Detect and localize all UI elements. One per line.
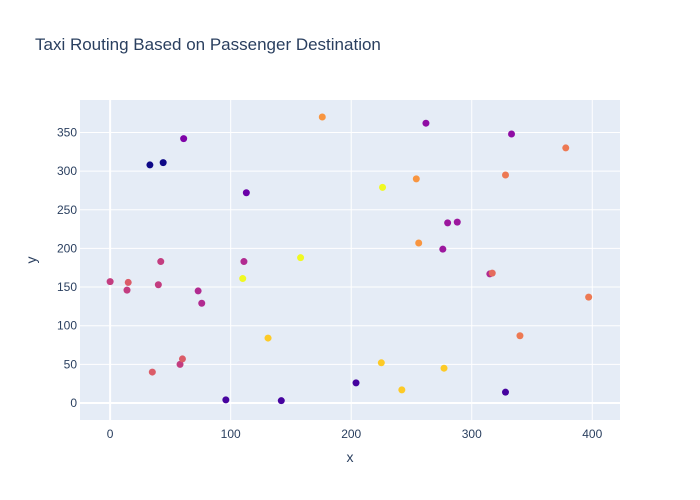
data-point[interactable]	[106, 278, 114, 286]
data-point[interactable]	[240, 258, 248, 266]
chart-title: Taxi Routing Based on Passenger Destinat…	[35, 35, 381, 54]
data-point[interactable]	[176, 360, 184, 368]
data-point[interactable]	[412, 175, 420, 183]
data-point[interactable]	[242, 189, 250, 197]
data-point[interactable]	[415, 239, 423, 247]
data-point[interactable]	[444, 219, 452, 227]
y-tick-label: 250	[57, 203, 77, 217]
y-tick-label: 350	[57, 125, 77, 139]
y-tick-label: 300	[57, 164, 77, 178]
data-point[interactable]	[585, 293, 593, 301]
data-point[interactable]	[488, 269, 496, 277]
data-point[interactable]	[159, 159, 167, 167]
data-point[interactable]	[123, 286, 131, 294]
data-point[interactable]	[154, 281, 162, 289]
plot-background	[80, 100, 620, 420]
data-point[interactable]	[379, 183, 387, 191]
data-point[interactable]	[352, 379, 360, 387]
data-point[interactable]	[222, 396, 230, 404]
x-tick-label: 200	[341, 427, 361, 441]
data-point[interactable]	[501, 171, 509, 179]
data-point[interactable]	[180, 135, 188, 143]
x-tick-label: 400	[582, 427, 602, 441]
data-point[interactable]	[239, 275, 247, 283]
data-point[interactable]	[422, 119, 430, 127]
data-point[interactable]	[453, 218, 461, 226]
x-tick-label: 0	[107, 427, 114, 441]
data-point[interactable]	[157, 258, 165, 266]
x-tick-label: 100	[221, 427, 241, 441]
data-point[interactable]	[440, 364, 448, 372]
points-layer	[106, 113, 593, 405]
grid-layer	[80, 100, 620, 420]
data-point[interactable]	[148, 368, 156, 376]
tick-layer: 0 100 200 300 400 0 50 100 150 200 250 300 350	[57, 125, 603, 441]
data-point[interactable]	[377, 359, 385, 367]
data-point[interactable]	[277, 397, 285, 405]
data-point[interactable]	[516, 332, 524, 340]
data-point[interactable]	[501, 388, 509, 396]
y-axis-title: y	[23, 257, 39, 264]
data-point[interactable]	[318, 113, 326, 121]
data-point[interactable]	[124, 278, 132, 286]
data-point[interactable]	[264, 334, 272, 342]
data-point[interactable]	[508, 130, 516, 138]
data-point[interactable]	[178, 355, 186, 363]
x-tick-label: 300	[462, 427, 482, 441]
data-point[interactable]	[146, 161, 154, 169]
y-tick-label: 50	[64, 357, 78, 371]
data-point[interactable]	[398, 386, 406, 394]
data-point[interactable]	[297, 254, 305, 262]
y-tick-label: 0	[70, 396, 77, 410]
data-point[interactable]	[439, 245, 447, 253]
data-point[interactable]	[198, 299, 206, 307]
y-tick-label: 200	[57, 241, 77, 255]
x-axis-title: x	[347, 449, 354, 465]
y-tick-label: 150	[57, 280, 77, 294]
data-point[interactable]	[562, 144, 570, 152]
y-tick-label: 100	[57, 319, 77, 333]
data-point[interactable]	[194, 287, 202, 295]
